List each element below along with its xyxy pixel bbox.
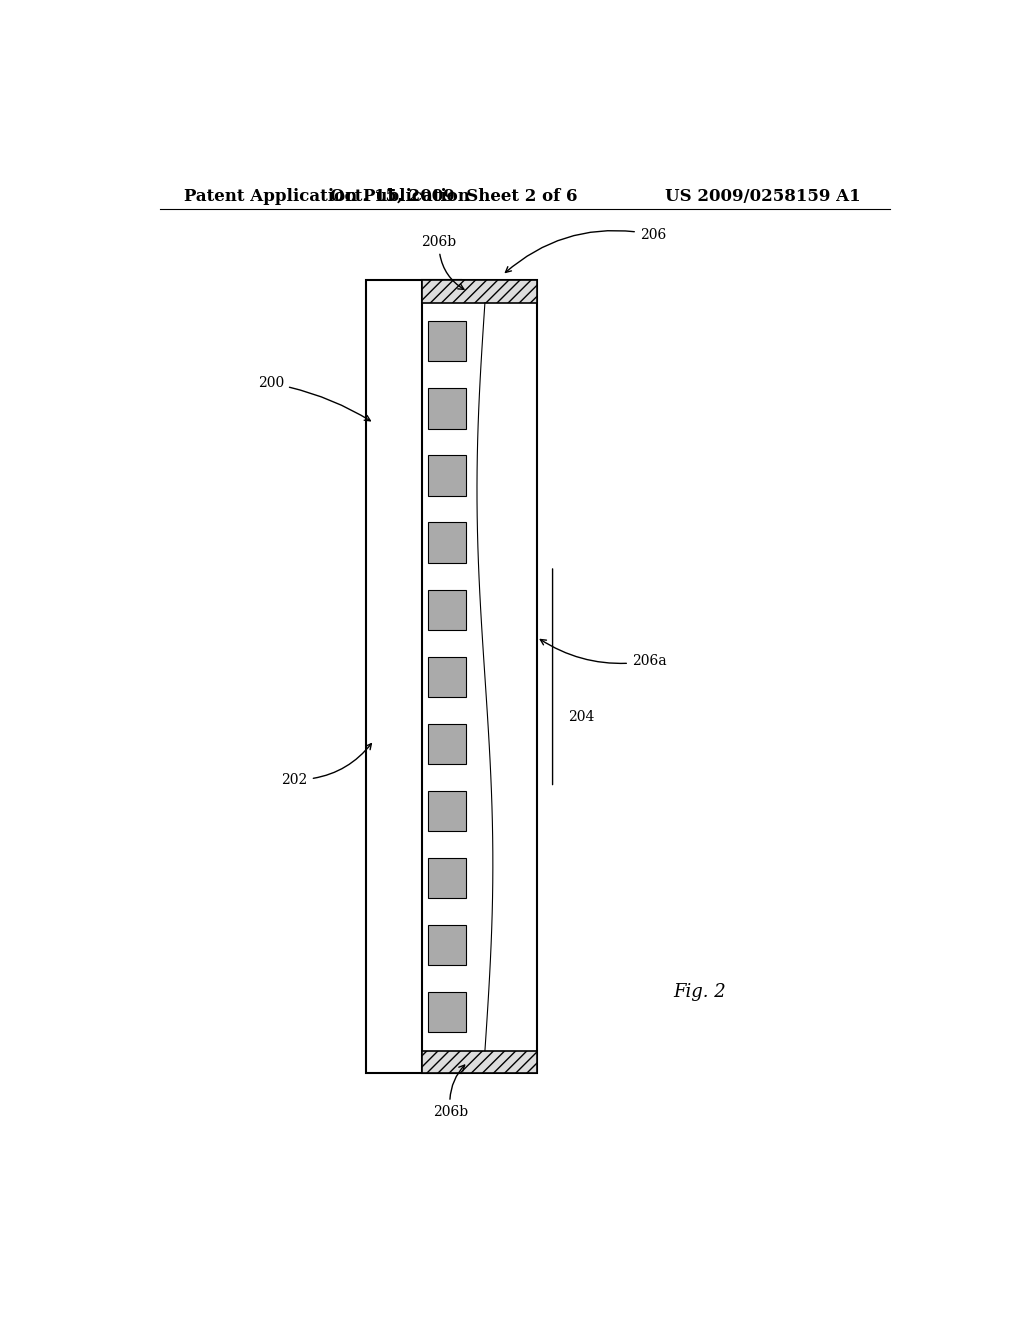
Bar	[428, 321, 466, 362]
Bar	[428, 723, 466, 764]
Text: Fig. 2: Fig. 2	[673, 983, 726, 1001]
Text: 206b: 206b	[421, 235, 464, 289]
Bar	[428, 590, 466, 630]
Bar	[428, 455, 466, 495]
Bar	[422, 280, 537, 1073]
Bar	[422, 280, 537, 302]
Bar	[428, 523, 466, 562]
Bar	[428, 925, 466, 965]
Text: US 2009/0258159 A1: US 2009/0258159 A1	[665, 187, 861, 205]
Bar	[428, 791, 466, 832]
Text: 206a: 206a	[541, 639, 667, 668]
Text: 206: 206	[506, 227, 667, 272]
Bar	[422, 1051, 537, 1073]
Text: 206b: 206b	[433, 1065, 468, 1119]
Bar	[428, 858, 466, 898]
Bar	[367, 280, 461, 1073]
Text: 200: 200	[258, 376, 371, 421]
Text: 202: 202	[282, 743, 372, 787]
Text: Oct. 15, 2009  Sheet 2 of 6: Oct. 15, 2009 Sheet 2 of 6	[330, 187, 578, 205]
Text: Patent Application Publication: Patent Application Publication	[183, 187, 469, 205]
Text: 204: 204	[568, 710, 595, 725]
Bar	[428, 388, 466, 429]
Bar	[428, 993, 466, 1032]
Bar	[428, 656, 466, 697]
